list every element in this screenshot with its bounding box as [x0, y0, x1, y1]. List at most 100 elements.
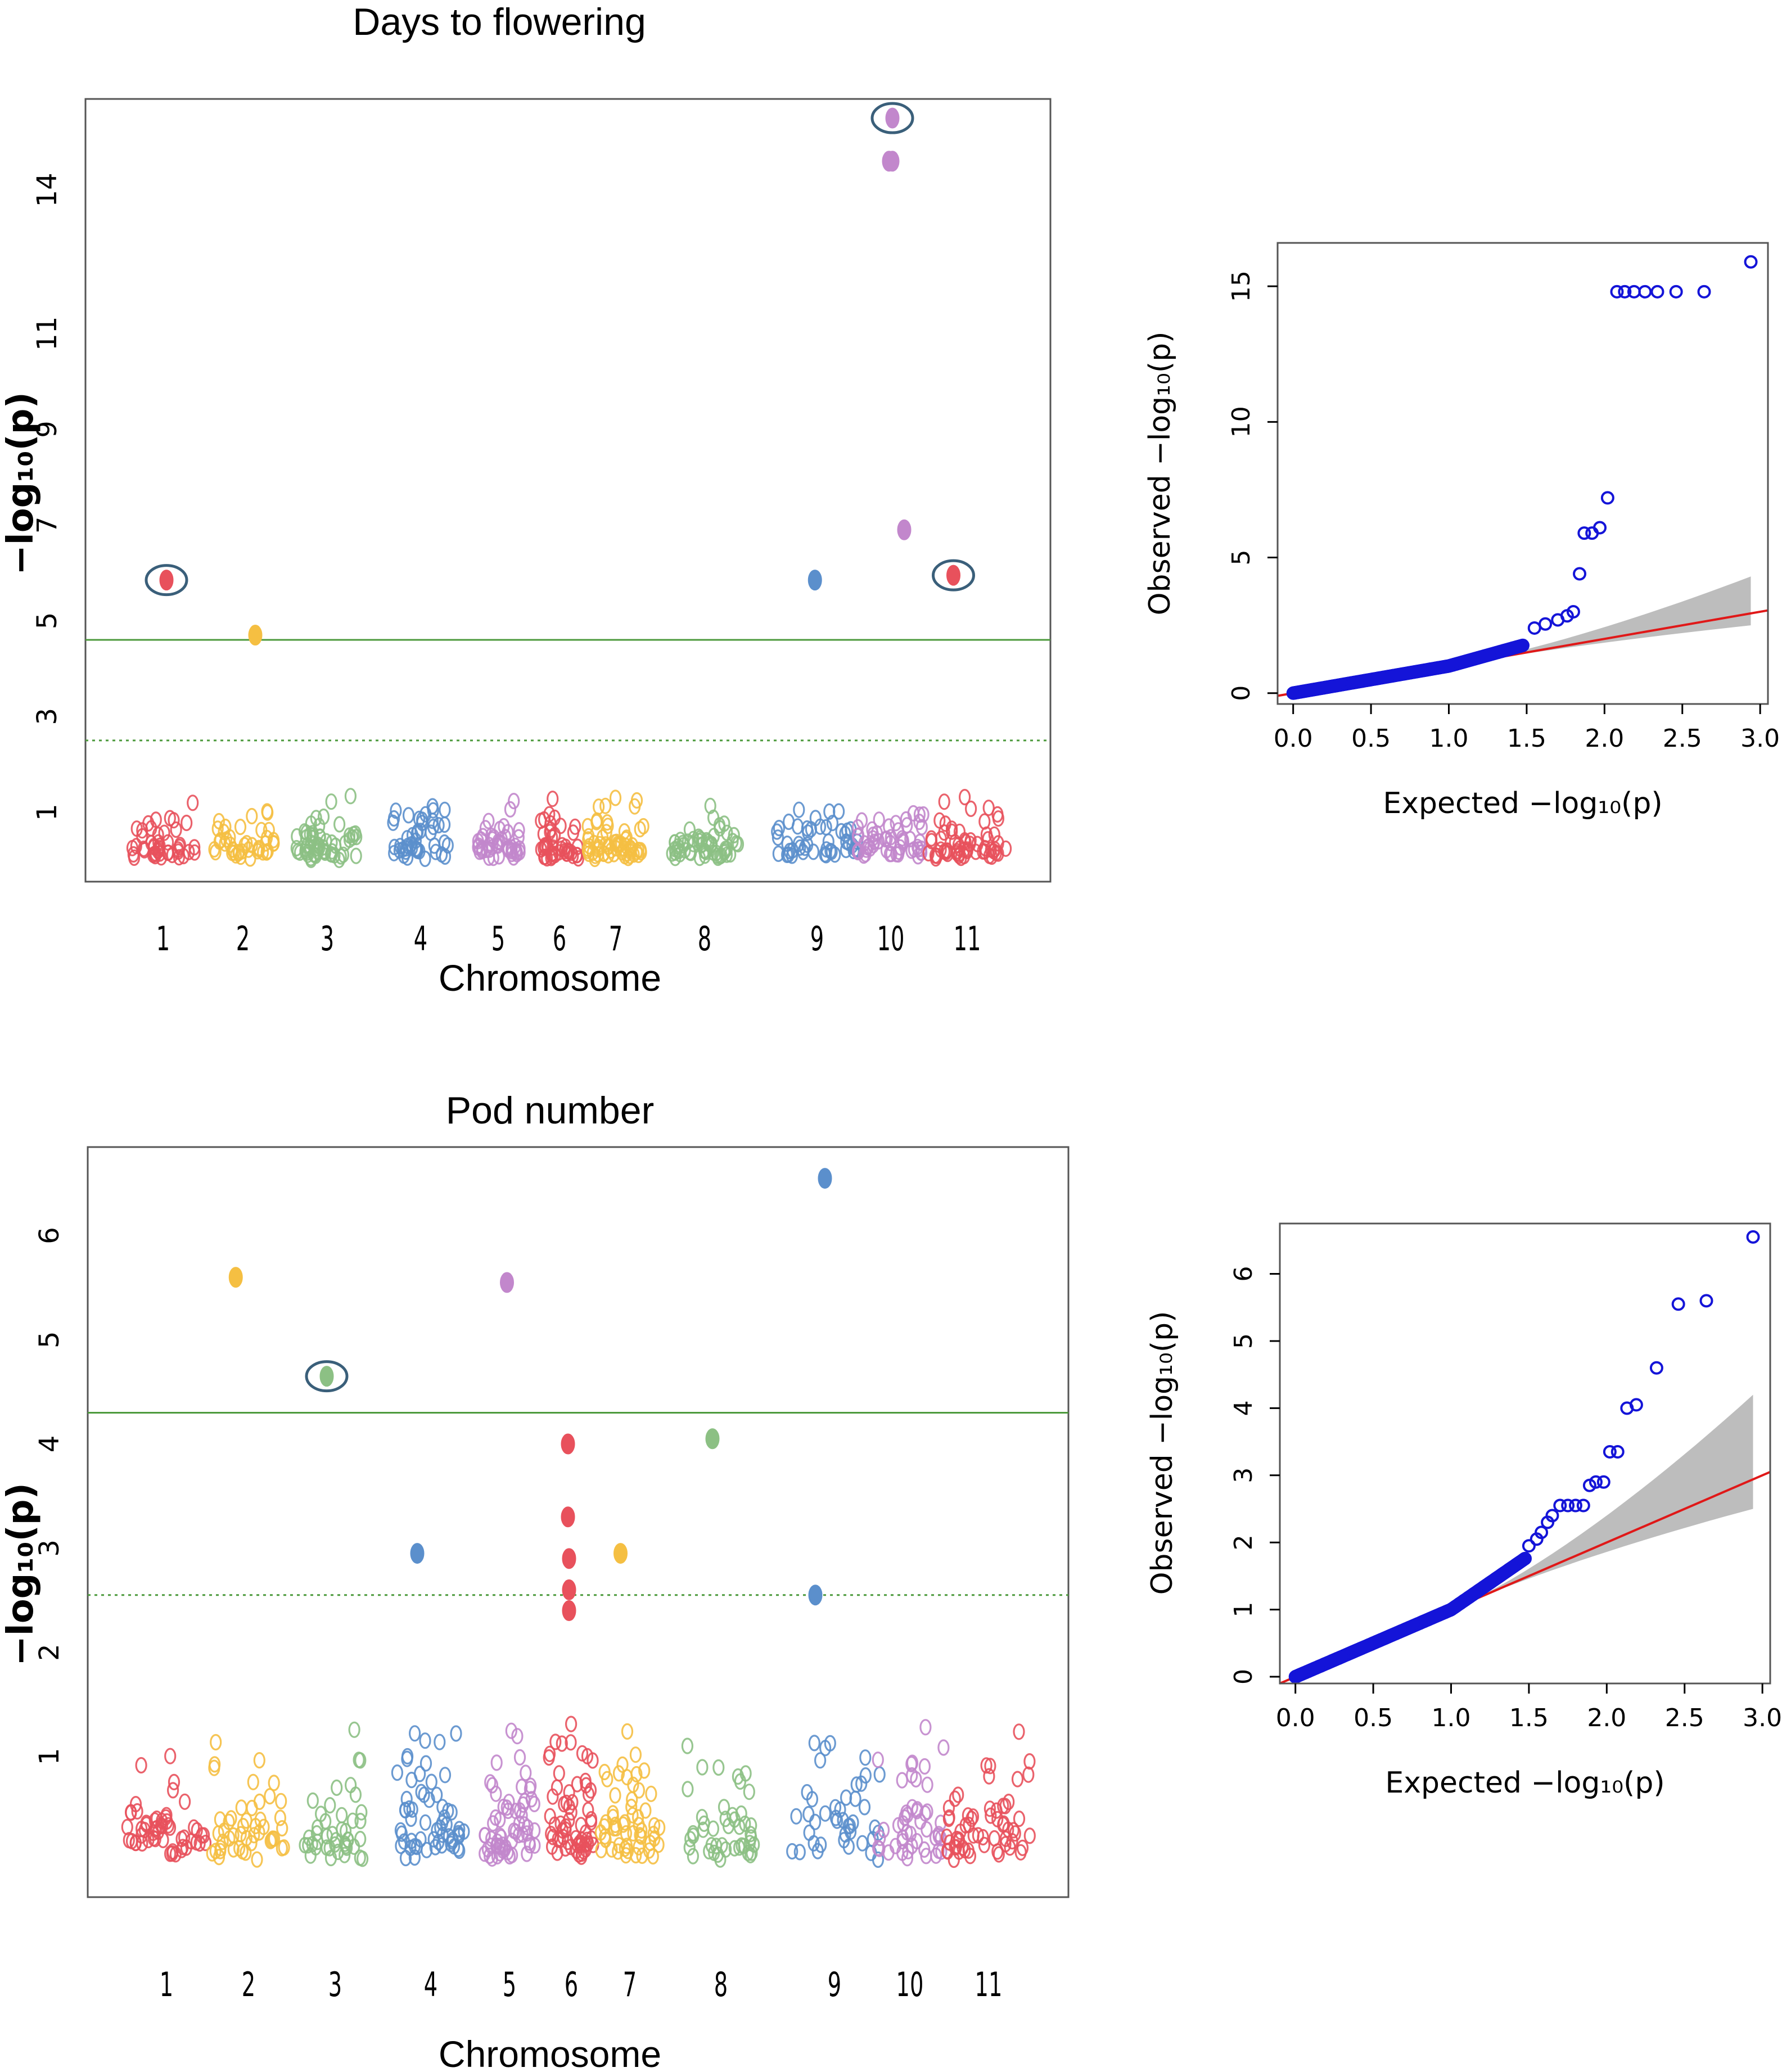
snp-point: [984, 1758, 996, 1775]
snp-point: [138, 840, 150, 857]
y-axis-label-flowering: −log₁₀(p): [0, 392, 42, 575]
x-tick-label: 0.0: [1276, 1704, 1315, 1732]
snp-point: [585, 1814, 598, 1831]
snp-point: [234, 848, 247, 865]
snp-point: [431, 1822, 443, 1839]
snp-point: [479, 1845, 491, 1862]
snp-point: [336, 1821, 348, 1838]
snp-point: [861, 839, 874, 856]
snp-point: [445, 1835, 457, 1852]
snp-point: [566, 1794, 579, 1811]
snp-point: [304, 1847, 317, 1864]
snp-point: [260, 829, 273, 846]
snp-point: [1023, 1753, 1036, 1770]
snp-point: [984, 1800, 996, 1817]
x-tick-label: 3.0: [1743, 1704, 1782, 1732]
snp-point: [696, 1759, 709, 1776]
y-tick-labels-pod: 1 2 3 4 5 6: [34, 1227, 65, 1765]
highlight-circle: [305, 1360, 349, 1393]
snp-point: [982, 800, 995, 816]
qq-flowering: 0.0 0.5 1.0 1.5 2.0 2.5 3.0 0 5 10 15 Expected −l…: [1143, 242, 1780, 820]
snp-point: [802, 1805, 815, 1823]
snp-point: [439, 801, 451, 818]
snp-point: [743, 1835, 756, 1852]
snp-point: [612, 1765, 625, 1782]
qq-point: [1573, 567, 1587, 581]
snp-point: [629, 1746, 642, 1763]
snp-point: [919, 1719, 932, 1736]
snp-point: [687, 1848, 700, 1865]
snp-point: [483, 1847, 496, 1865]
x-tick-label: 0.5: [1354, 1704, 1393, 1732]
snp-point: [745, 1826, 757, 1843]
snp-point: [314, 828, 326, 845]
snp-point: [438, 1809, 450, 1826]
snp-point: [328, 847, 341, 864]
snp-point: [648, 1817, 661, 1834]
snp-point: [400, 1790, 413, 1808]
x-tick-label: 2.5: [1665, 1704, 1704, 1732]
snp-point: [320, 833, 332, 850]
qq-y-axis-label-pod: Observed −log₁₀(p): [1145, 1311, 1179, 1595]
y-tick-label: 10: [1227, 406, 1256, 437]
significant-snp-point: [818, 1168, 832, 1189]
snp-point: [246, 837, 258, 854]
snp-point: [992, 845, 1004, 862]
snp-point: [872, 1851, 885, 1868]
snp-point: [425, 824, 437, 841]
snp-point: [331, 1779, 343, 1796]
snp-point: [599, 797, 612, 814]
snp-point: [343, 831, 356, 848]
snp-point: [275, 1793, 287, 1809]
snp-point: [158, 824, 170, 841]
snp-point: [1003, 1794, 1015, 1811]
snp-point: [181, 814, 193, 832]
y-tick-label: 6: [1229, 1266, 1258, 1282]
snp-point: [214, 1811, 226, 1828]
snp-point: [639, 1802, 652, 1819]
snp-point: [140, 1814, 152, 1831]
snp-point: [991, 1811, 1004, 1827]
snp-point: [427, 802, 439, 819]
y-tick-label: 2: [34, 1644, 65, 1661]
snp-point: [395, 1838, 407, 1854]
snp-point: [616, 1756, 629, 1773]
snp-point: [872, 833, 885, 850]
snp-point: [247, 1773, 259, 1790]
snp-point: [130, 838, 142, 855]
snp-point: [681, 1737, 694, 1754]
snp-point: [592, 798, 605, 815]
plot-frame-flowering: [84, 98, 1052, 883]
snp-point: [793, 801, 805, 818]
snp-point: [609, 1816, 621, 1834]
qq-point: [1539, 617, 1553, 631]
snp-point: [611, 836, 624, 852]
snp-point: [336, 1807, 348, 1823]
snp-point: [579, 1772, 592, 1789]
snp-point: [211, 820, 224, 837]
y-tick-labels-flowering: 1 3 5 7 9 11 14: [31, 173, 63, 821]
snp-point: [786, 847, 798, 864]
snp-point: [599, 1831, 612, 1848]
snp-point: [721, 824, 733, 841]
snp-point: [513, 1749, 526, 1766]
snp-point: [744, 1847, 757, 1863]
snp-point: [831, 1812, 843, 1829]
snp-point: [248, 1827, 260, 1844]
snp-point: [980, 1757, 992, 1774]
snp-point: [826, 815, 839, 832]
snp-point: [739, 1815, 751, 1832]
snp-point: [415, 1784, 427, 1800]
highlight-circle: [932, 559, 975, 592]
snp-point: [233, 1840, 246, 1857]
snp-point: [1023, 1827, 1036, 1844]
chromosome-tick-label: 8: [698, 919, 711, 958]
qq-frame-flowering: [1276, 242, 1769, 705]
snp-point: [742, 1844, 754, 1861]
significant-snp-point: [897, 519, 912, 540]
snp-point: [921, 1803, 933, 1820]
snp-point: [411, 841, 423, 858]
snp-point: [512, 1827, 525, 1844]
significant-snp-point: [561, 1433, 575, 1455]
snp-point: [390, 802, 402, 819]
